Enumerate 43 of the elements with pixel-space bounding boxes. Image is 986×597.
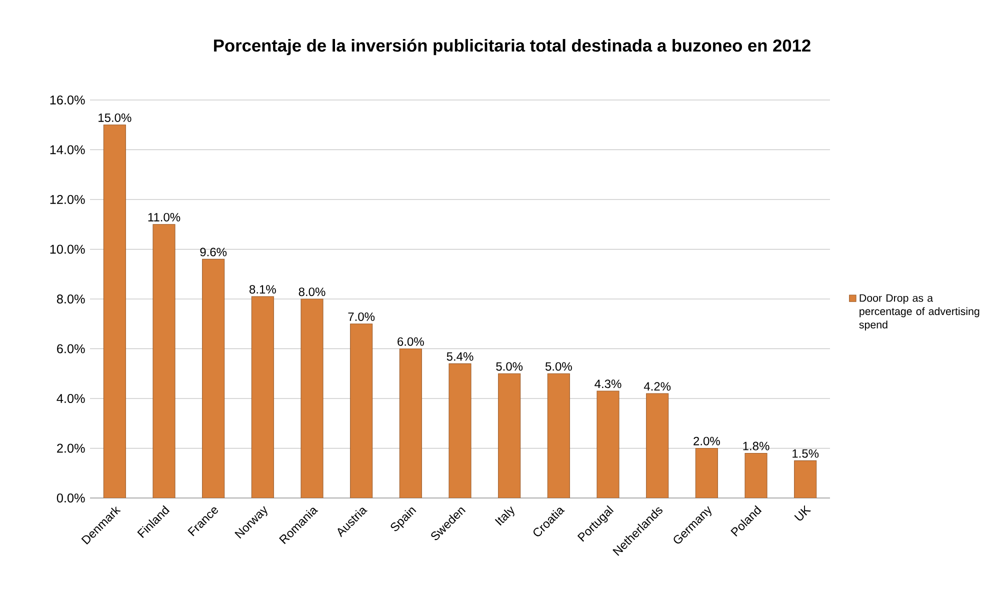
data-label: 11.0%	[148, 212, 180, 222]
data-label: 5.0%	[545, 362, 572, 371]
bar	[300, 298, 324, 498]
bar	[498, 373, 521, 498]
bar	[152, 224, 176, 498]
bar	[202, 258, 225, 498]
bar	[448, 363, 472, 498]
data-label: 8.1%	[250, 285, 276, 294]
y-tick-label: 6.0%	[57, 344, 85, 354]
bar	[103, 124, 126, 498]
data-label: 1.5%	[792, 449, 819, 458]
data-label: 15.0%	[98, 113, 132, 122]
y-tick-label: 8.0%	[56, 294, 85, 304]
bar	[596, 390, 620, 498]
y-tick-label: 16.0%	[50, 96, 85, 104]
x-tick-label: UK	[794, 505, 812, 520]
y-tick-label: 12.0%	[50, 195, 85, 204]
data-label: 7.0%	[348, 312, 375, 321]
bar	[399, 348, 422, 498]
bar	[794, 460, 817, 498]
y-tick-label: 0.0%	[56, 494, 85, 502]
data-label: 9.6%	[200, 248, 227, 256]
y-tick-label: 2.0%	[57, 444, 85, 453]
data-label: 1.8%	[743, 442, 770, 450]
bar	[646, 393, 669, 498]
data-label: 5.4%	[446, 352, 474, 361]
data-label: 5.0%	[496, 362, 523, 371]
y-tick-label: 14.0%	[50, 145, 85, 154]
x-tick-label: Italy	[494, 506, 514, 526]
data-label: 6.0%	[398, 337, 424, 346]
chart-title: Porcentaje de la inversión publicitaria total destinada a buzoneo en 2012	[214, 38, 810, 56]
bar	[350, 324, 373, 498]
data-label: 8.0%	[298, 288, 326, 296]
y-tick-label: 10.0%	[50, 244, 85, 254]
data-label: 2.0%	[694, 436, 720, 446]
bar	[744, 452, 768, 498]
bar	[547, 373, 570, 498]
y-tick-label: 4.0%	[56, 394, 85, 403]
bar	[251, 296, 274, 498]
data-label: 4.2%	[644, 382, 671, 391]
data-label: 4.3%	[594, 380, 622, 388]
legend-label: Door Drop as a percentage of advertising spend	[859, 294, 980, 331]
bar	[695, 448, 718, 498]
